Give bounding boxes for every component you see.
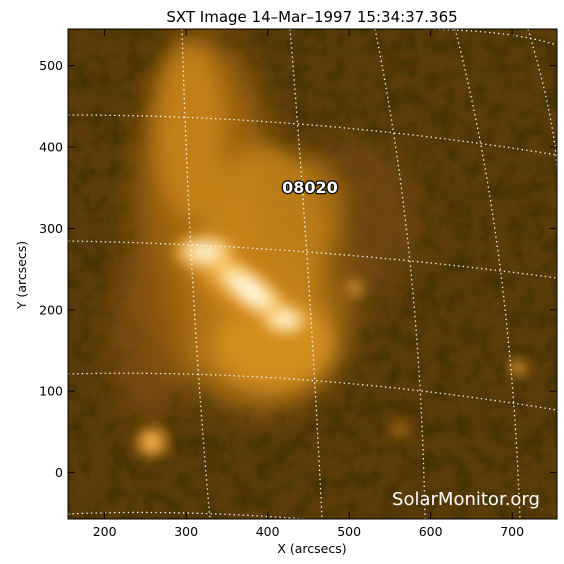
watermark: SolarMonitor.org [392,489,540,510]
y-axis-label: Y (arcsecs) [14,241,29,310]
y-tick-label: 400 [39,140,63,155]
x-tick-label: 300 [174,524,198,539]
active-region-label: 08020 [282,178,338,197]
x-tick-label: 500 [337,524,361,539]
x-tick-label: 200 [93,524,117,539]
xray-image [68,29,557,519]
y-tick-label: 0 [55,465,63,480]
plot-frame [67,28,558,520]
x-tick-label: 700 [500,524,524,539]
x-tick-label: 400 [256,524,280,539]
plot-title: SXT Image 14–Mar–1997 15:34:37.365 [166,8,457,26]
y-tick-label: 200 [39,302,63,317]
y-tick-label: 100 [39,384,63,399]
x-axis-label: X (arcsecs) [277,541,346,556]
x-axis-ticks: 200 300 400 500 600 700 [93,29,524,539]
x-tick-label: 600 [419,524,443,539]
y-axis-ticks: 0 100 200 300 400 500 [39,58,557,480]
y-tick-label: 300 [39,221,63,236]
y-tick-label: 500 [39,58,63,73]
